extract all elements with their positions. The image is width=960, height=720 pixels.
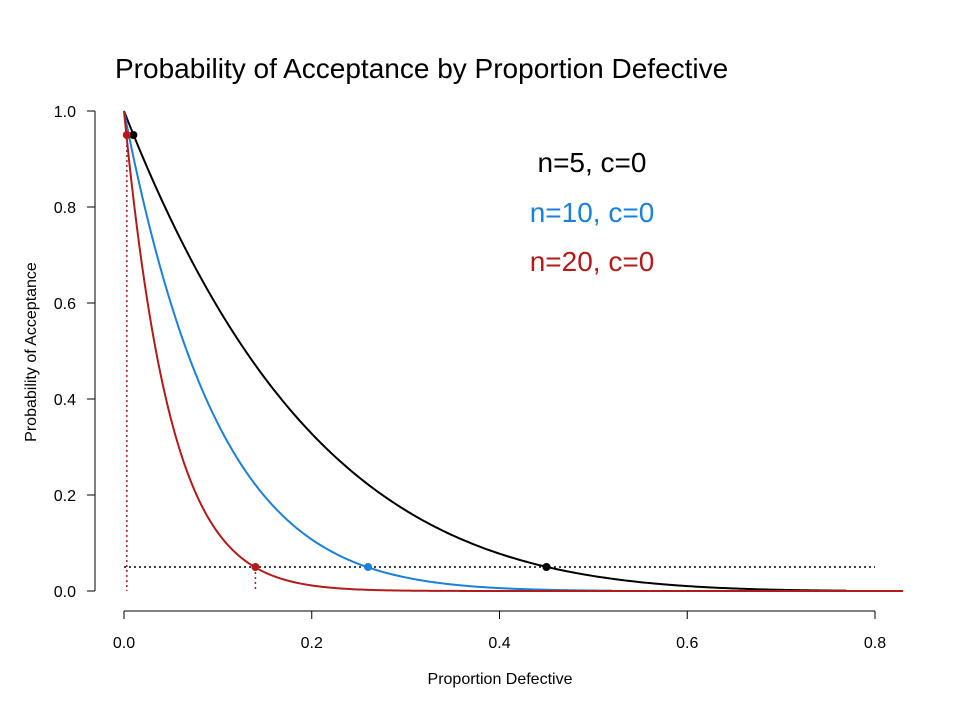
x-tick-label: 0.0: [113, 635, 135, 652]
series-line-20: [123, 110, 904, 592]
legend-entry: n=20, c=0: [530, 246, 655, 277]
y-tick-label: 0.6: [54, 296, 76, 313]
data-point: [542, 563, 551, 571]
series-line-5: [123, 110, 847, 592]
x-tick-label: 0.8: [864, 635, 886, 652]
chart-title: Probability of Acceptance by Proportion …: [115, 53, 728, 84]
series-line-10: [123, 110, 613, 592]
axes-layer: 0.0 0.2 0.4 0.6 0.8 0.0 0.2 0.4 0.6 0.8 1.0: [54, 104, 886, 652]
y-tick-label: 1.0: [54, 104, 76, 121]
legend: n=5, c=0 n=10, c=0 n=20, c=0: [530, 147, 655, 277]
x-axis-title: Proportion Defective: [428, 671, 573, 688]
x-tick-label: 0.4: [488, 635, 510, 652]
y-tick-label: 0.2: [54, 488, 76, 505]
data-point: [122, 131, 131, 139]
legend-entry: n=5, c=0: [538, 147, 647, 178]
x-tick-label: 0.6: [676, 635, 698, 652]
y-tick-label: 0.8: [54, 200, 76, 217]
legend-entry: n=10, c=0: [530, 197, 655, 228]
y-tick-label: 0.0: [54, 584, 76, 601]
y-tick-label: 0.4: [54, 392, 76, 409]
y-axis-title: Probability of Acceptance: [23, 262, 40, 442]
data-point: [129, 131, 138, 139]
plot-layer: [122, 110, 904, 592]
data-point: [364, 563, 373, 571]
data-point: [251, 563, 260, 571]
x-tick-label: 0.2: [301, 635, 323, 652]
